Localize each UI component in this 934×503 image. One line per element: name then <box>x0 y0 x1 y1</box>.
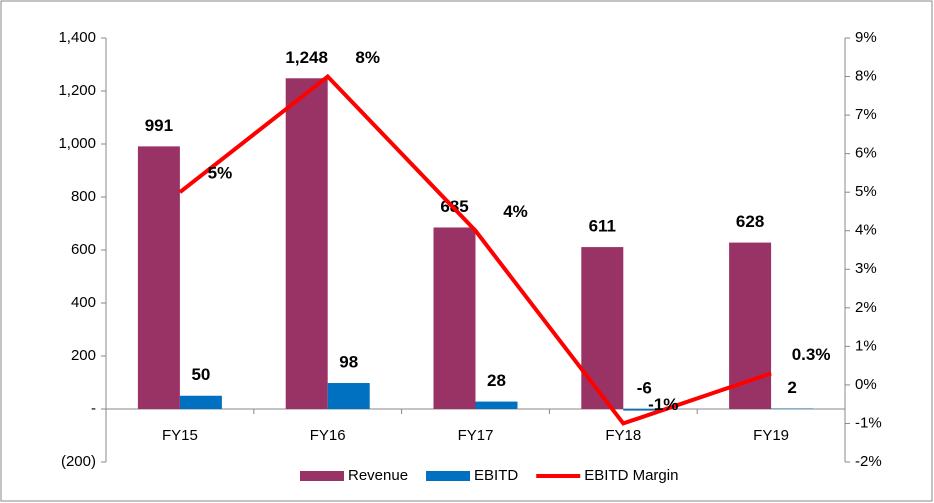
y2-tick-label: -1% <box>855 414 882 431</box>
legend-label: EBITD <box>474 467 518 484</box>
data-label: -1% <box>648 395 678 414</box>
y2-tick-label: 2% <box>855 299 877 316</box>
y2-tick-label: 7% <box>855 106 877 123</box>
legend-label: EBITD Margin <box>584 467 678 484</box>
data-label: 98 <box>339 353 358 372</box>
data-label: 1,248 <box>285 48 328 67</box>
y-tick-label: 1,400 <box>58 29 96 46</box>
bar <box>771 408 814 409</box>
y2-tick-label: -2% <box>855 453 882 470</box>
x-tick-label: FY19 <box>753 427 789 444</box>
data-label: 991 <box>145 116 173 135</box>
y2-tick-label: 1% <box>855 337 877 354</box>
y-tick-label: 800 <box>71 188 96 205</box>
data-label: 4% <box>503 202 528 221</box>
bar <box>581 247 624 409</box>
bar <box>475 401 518 409</box>
y2-tick-label: 4% <box>855 222 877 239</box>
y-tick-label: 400 <box>71 294 96 311</box>
x-tick-label: FY15 <box>162 427 198 444</box>
y2-tick-label: 9% <box>855 29 877 46</box>
bar <box>327 383 370 409</box>
y2-tick-label: 6% <box>855 145 877 162</box>
y-tick-label: - <box>91 400 96 417</box>
line <box>178 73 772 426</box>
bar <box>433 227 476 409</box>
data-label: -6 <box>637 378 652 397</box>
y2-tick-label: 5% <box>855 183 877 200</box>
data-label: 8% <box>355 48 380 67</box>
legend-swatch <box>426 471 471 481</box>
x-tick-label: FY16 <box>310 427 346 444</box>
bar <box>179 395 222 409</box>
y2-tick-label: 3% <box>855 260 877 277</box>
legend-label: Revenue <box>348 467 408 484</box>
y-tick-label: 200 <box>71 347 96 364</box>
y2-tick-label: 8% <box>855 68 877 85</box>
y-tick-label: 1,000 <box>58 135 96 152</box>
y-tick-label: (200) <box>61 453 96 470</box>
data-label: 0.3% <box>792 345 831 364</box>
data-label: 611 <box>589 217 616 236</box>
bar <box>285 78 328 409</box>
y-tick-label: 600 <box>71 241 96 258</box>
x-tick-label: FY17 <box>458 427 494 444</box>
data-label: 28 <box>487 371 506 390</box>
bar <box>137 146 180 409</box>
legend-swatch <box>300 471 344 481</box>
data-label: 628 <box>736 212 764 231</box>
x-tick-label: FY18 <box>605 427 641 444</box>
y2-tick-label: 0% <box>855 376 877 393</box>
y-tick-label: 1,200 <box>58 82 96 99</box>
data-label: 2 <box>787 378 796 397</box>
data-label: 5% <box>208 164 233 183</box>
bar <box>623 409 666 411</box>
data-label: 50 <box>191 365 210 384</box>
